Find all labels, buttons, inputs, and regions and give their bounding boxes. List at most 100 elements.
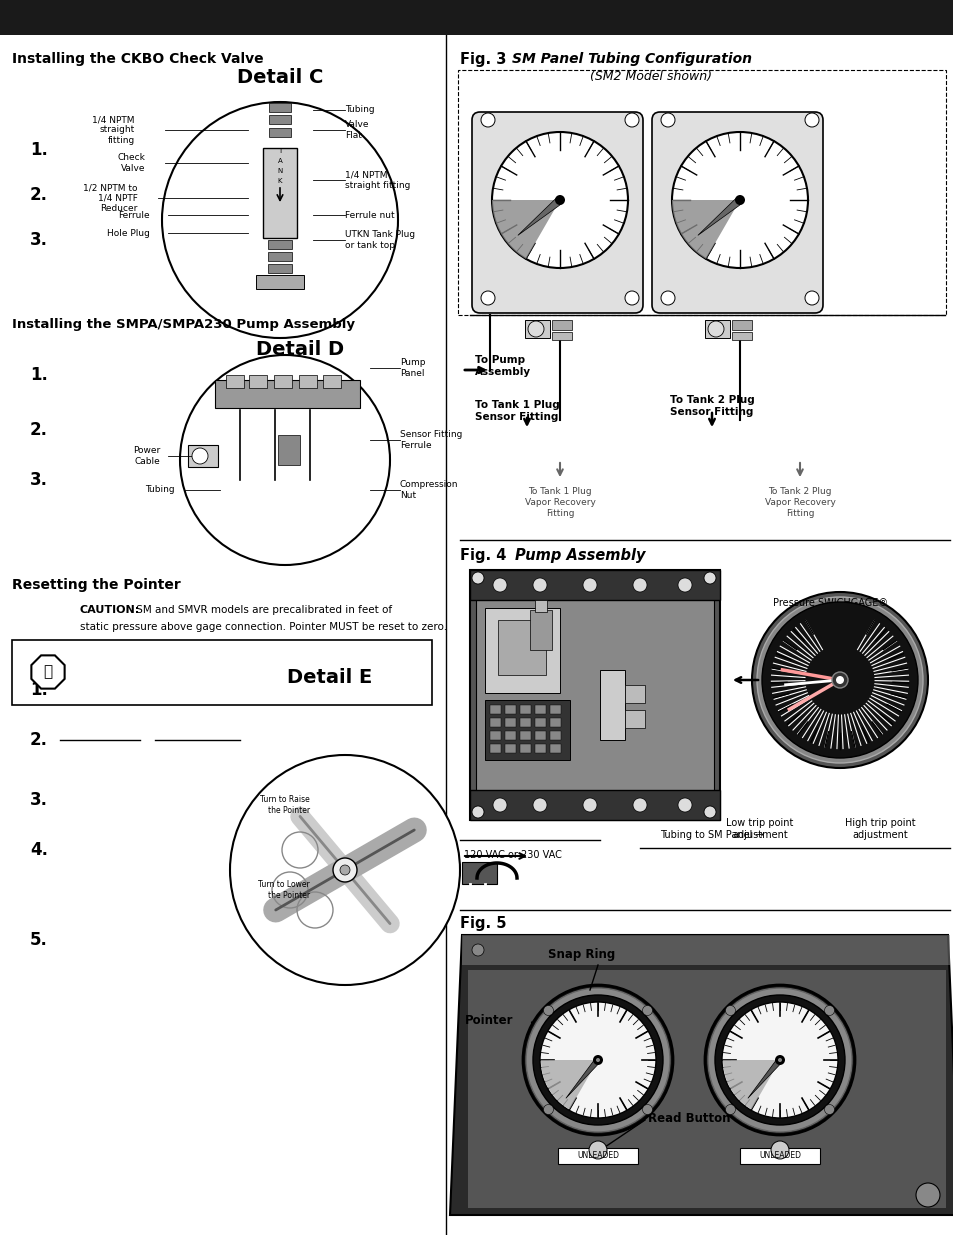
Circle shape — [641, 1005, 652, 1015]
Text: Snap Ring: Snap Ring — [547, 948, 615, 961]
Circle shape — [761, 601, 917, 758]
Bar — [535, 600, 546, 613]
Bar — [484, 608, 559, 693]
Text: 4.: 4. — [30, 841, 48, 860]
Bar — [740, 1149, 820, 1165]
Polygon shape — [565, 1058, 599, 1098]
Text: Valve
Flat: Valve Flat — [345, 120, 369, 140]
Text: 1/2 NPTM to
1/4 NPTF
Reducer: 1/2 NPTM to 1/4 NPTF Reducer — [84, 183, 138, 212]
Circle shape — [724, 1104, 735, 1114]
Circle shape — [734, 195, 744, 205]
Bar — [490, 718, 500, 727]
Circle shape — [525, 988, 669, 1132]
Bar — [188, 445, 218, 467]
Circle shape — [915, 1183, 939, 1207]
Bar — [12, 640, 432, 705]
Bar — [476, 576, 713, 814]
Text: UNLEADED: UNLEADED — [759, 1151, 801, 1161]
Text: 1.: 1. — [30, 366, 48, 384]
Bar — [535, 743, 545, 753]
Circle shape — [704, 986, 854, 1135]
Bar — [490, 705, 500, 714]
Text: Installing the SMPA/SMPA230 Pump Assembly: Installing the SMPA/SMPA230 Pump Assembl… — [12, 317, 355, 331]
Text: SM Panel Tubing Configuration: SM Panel Tubing Configuration — [512, 52, 751, 65]
Bar — [268, 252, 292, 261]
Bar — [277, 435, 299, 466]
Circle shape — [472, 572, 483, 584]
Circle shape — [678, 798, 691, 811]
Circle shape — [678, 578, 691, 592]
Text: Pump
Panel: Pump Panel — [399, 358, 425, 378]
Text: To Pump
Assembly: To Pump Assembly — [475, 354, 531, 378]
Circle shape — [333, 858, 356, 882]
Bar — [249, 375, 267, 388]
Text: N: N — [277, 168, 282, 174]
Circle shape — [633, 578, 646, 592]
Circle shape — [823, 1104, 834, 1114]
Text: CAUTION:: CAUTION: — [80, 605, 140, 615]
Text: To Tank 2 Plug
Vapor Recovery
Fitting: To Tank 2 Plug Vapor Recovery Fitting — [763, 487, 835, 519]
Bar — [530, 610, 552, 650]
Bar — [535, 718, 545, 727]
Circle shape — [180, 354, 390, 564]
Circle shape — [480, 291, 495, 305]
Circle shape — [543, 1005, 553, 1015]
Bar — [519, 705, 531, 714]
Bar — [519, 731, 531, 740]
Text: Compression
Nut: Compression Nut — [399, 480, 458, 500]
Circle shape — [527, 321, 543, 337]
Bar — [550, 731, 560, 740]
Circle shape — [162, 103, 397, 338]
Bar — [490, 731, 500, 740]
Text: Pump Assembly: Pump Assembly — [515, 548, 645, 563]
Text: Detail D: Detail D — [255, 340, 344, 359]
Polygon shape — [747, 1058, 781, 1098]
Text: Detail C: Detail C — [236, 68, 323, 86]
Circle shape — [721, 1002, 837, 1118]
Text: Ferrule nut: Ferrule nut — [345, 210, 395, 220]
Circle shape — [831, 672, 847, 688]
Bar — [255, 275, 304, 289]
Circle shape — [724, 1005, 735, 1015]
Circle shape — [593, 1055, 602, 1065]
Text: Read Button: Read Button — [647, 1112, 730, 1125]
Circle shape — [774, 1055, 784, 1065]
Bar — [504, 705, 516, 714]
Bar — [226, 375, 244, 388]
Bar — [599, 671, 624, 740]
Bar — [269, 115, 291, 124]
Text: 1/4 NPTM
straight
fitting: 1/4 NPTM straight fitting — [92, 115, 135, 144]
Bar — [731, 332, 751, 340]
Bar — [552, 332, 572, 340]
Bar — [524, 320, 550, 338]
Text: ✋: ✋ — [44, 664, 52, 679]
Bar — [624, 685, 644, 703]
Bar — [504, 731, 516, 740]
Text: 1.: 1. — [30, 141, 48, 159]
Text: 3.: 3. — [30, 790, 48, 809]
Text: Resetting the Pointer: Resetting the Pointer — [12, 578, 180, 592]
Text: Tubing: Tubing — [145, 485, 174, 494]
Text: static pressure above gage connection. Pointer MUST be reset to zero.: static pressure above gage connection. P… — [80, 622, 447, 632]
Circle shape — [641, 1104, 652, 1114]
Bar — [214, 380, 359, 408]
Bar — [263, 148, 296, 238]
Circle shape — [835, 676, 843, 684]
Text: Fig. 4: Fig. 4 — [459, 548, 517, 563]
Circle shape — [707, 988, 851, 1132]
Circle shape — [671, 132, 807, 268]
Circle shape — [633, 798, 646, 811]
Circle shape — [778, 1058, 781, 1062]
Circle shape — [582, 798, 597, 811]
Circle shape — [543, 1104, 553, 1114]
Text: Installing the CKBO Check Valve: Installing the CKBO Check Valve — [12, 52, 263, 65]
Bar — [552, 320, 572, 330]
Bar — [470, 571, 720, 600]
Text: Fig. 5: Fig. 5 — [459, 916, 506, 931]
Text: Sensor Fitting
Ferrule: Sensor Fitting Ferrule — [399, 430, 462, 450]
Text: Detail E: Detail E — [287, 668, 373, 687]
Text: T: T — [277, 148, 282, 154]
Text: 2.: 2. — [30, 421, 48, 438]
Text: 120 VAC or 230 VAC: 120 VAC or 230 VAC — [463, 850, 561, 860]
Text: SM and SMVR models are precalibrated in feet of: SM and SMVR models are precalibrated in … — [132, 605, 392, 615]
